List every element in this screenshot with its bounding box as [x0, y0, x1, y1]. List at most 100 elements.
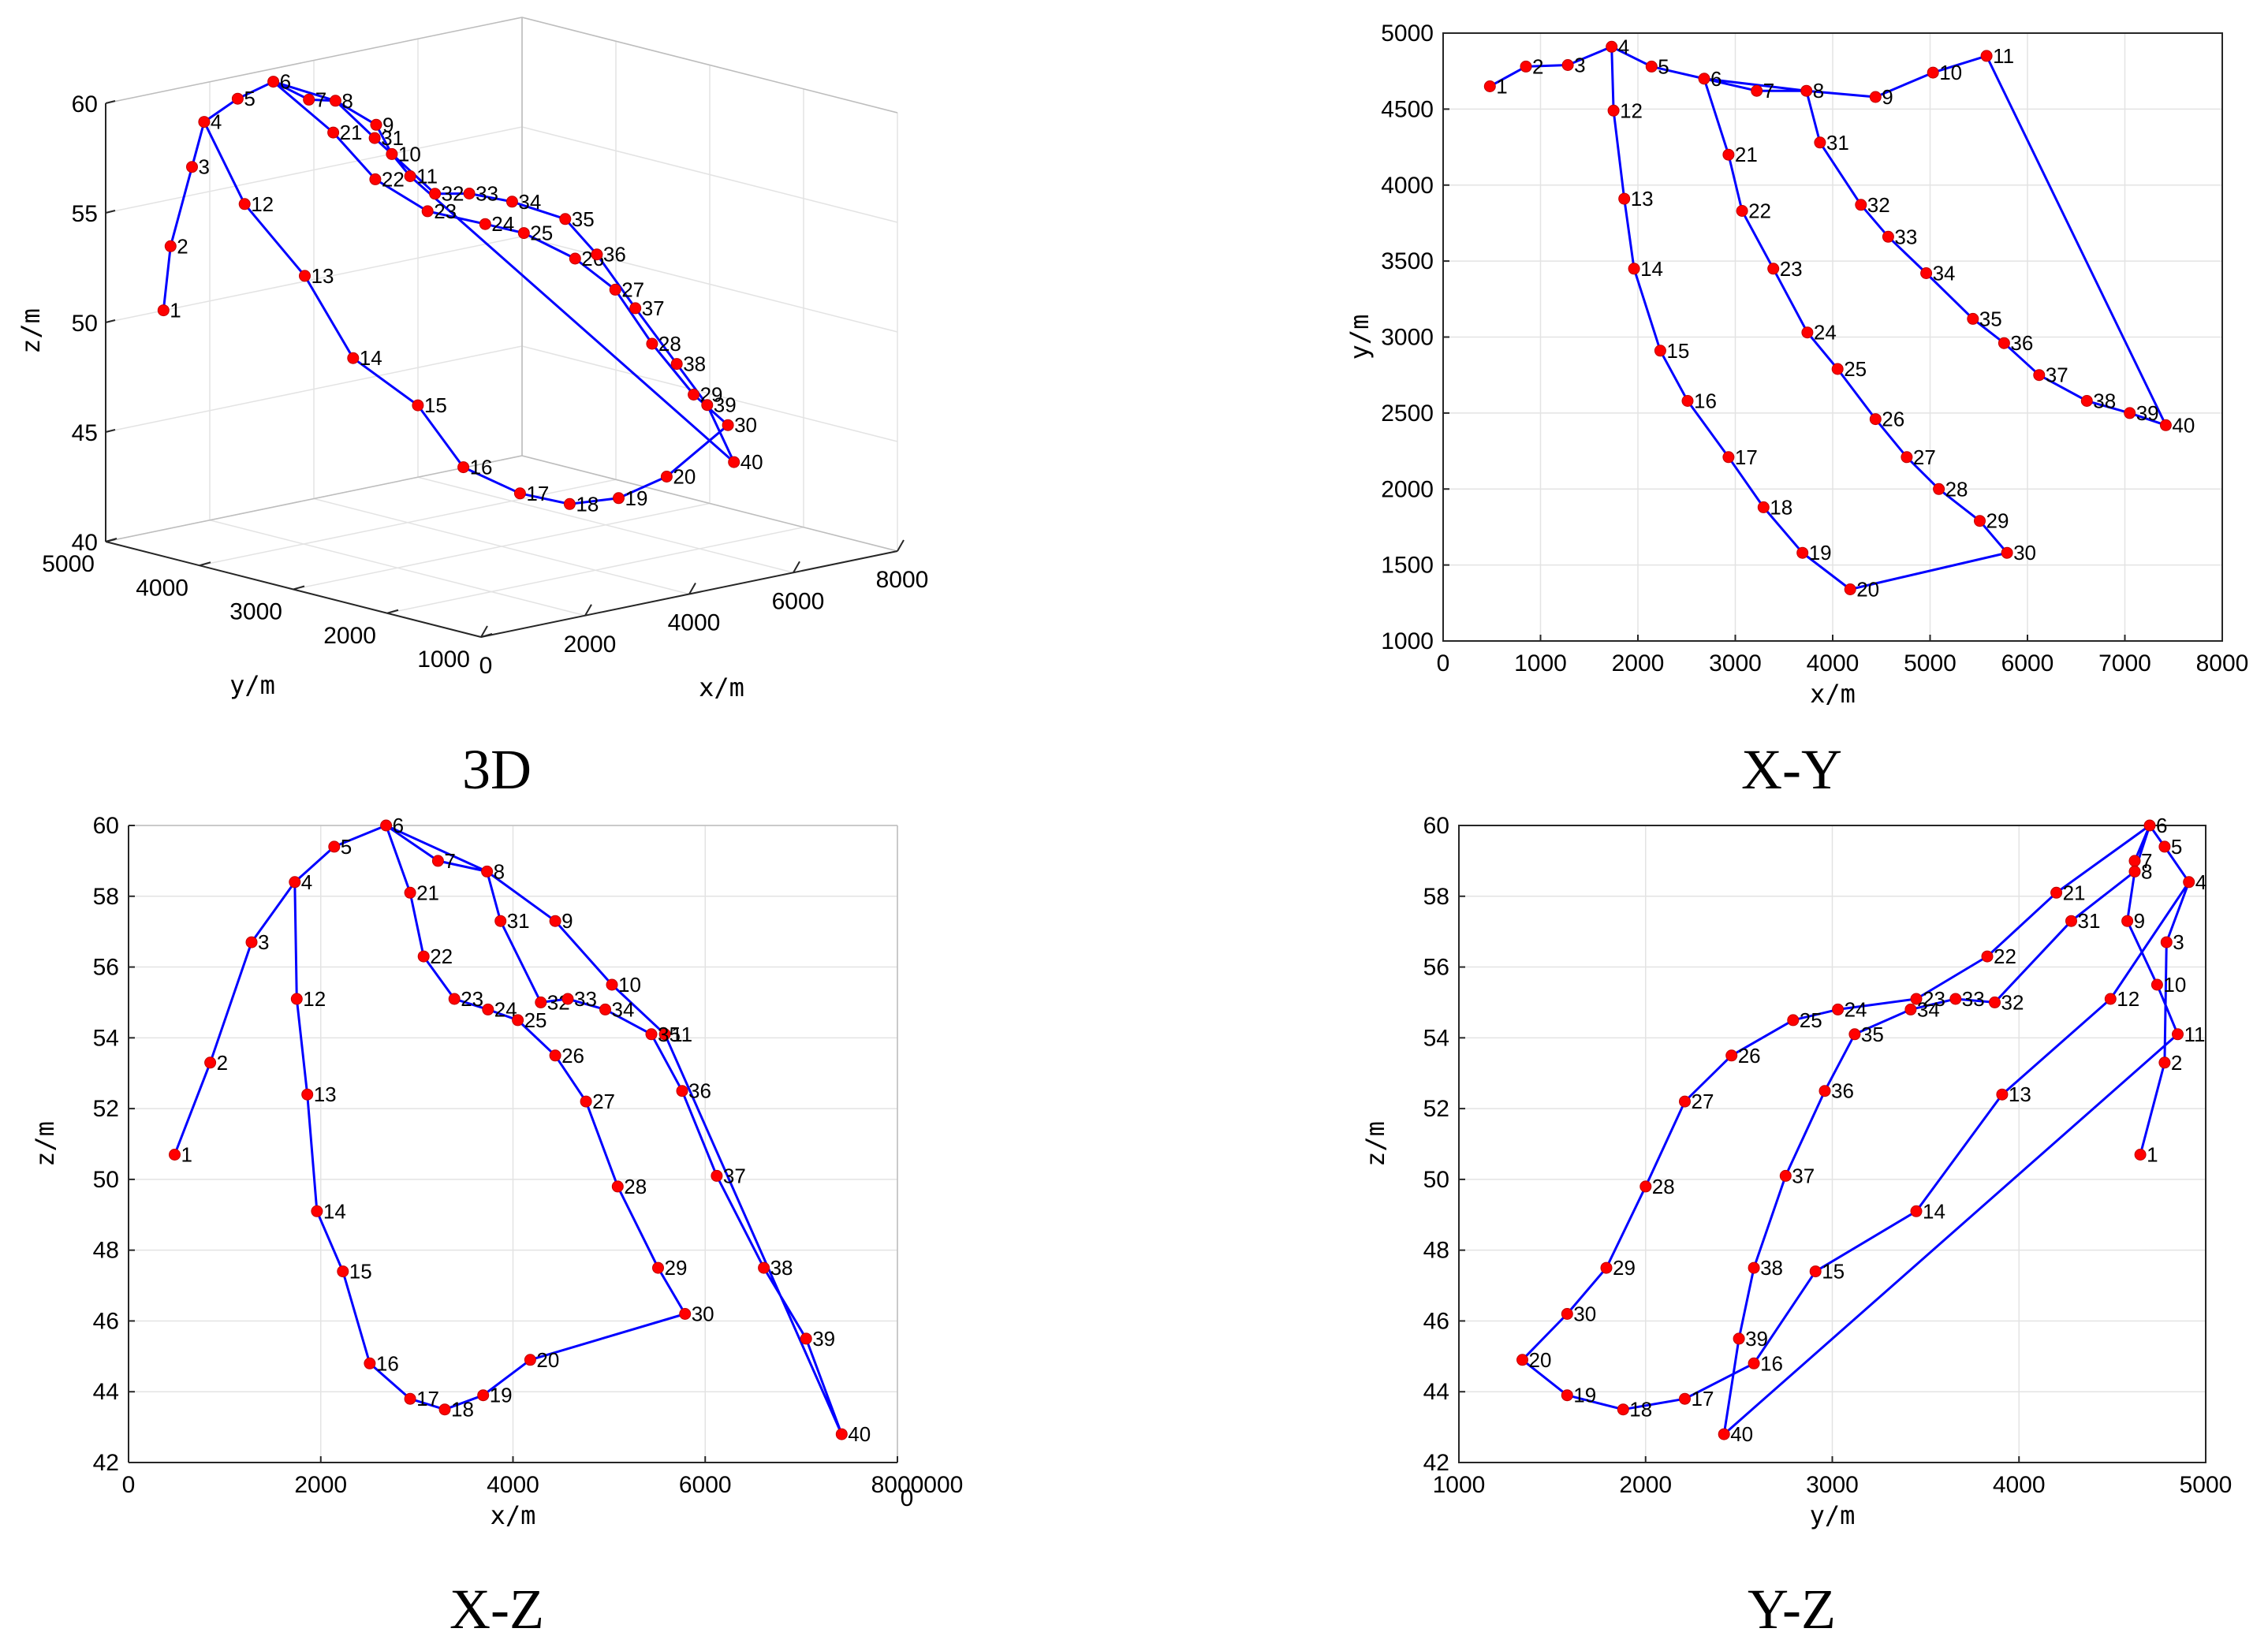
xy-xtick-label: 7000	[2098, 650, 2151, 676]
xz-marker-38	[758, 1261, 770, 1274]
xz-marker-29	[652, 1261, 664, 1274]
xy-point-label-33: 33	[1894, 225, 1917, 248]
3d-marker-13	[299, 270, 311, 282]
3d-marker-10	[386, 147, 398, 160]
3d-marker-12	[238, 198, 251, 211]
panel-caption-xz: X-Z	[449, 1578, 544, 1641]
3d-marker-20	[660, 471, 673, 483]
xy-point-label-17: 17	[1735, 445, 1758, 469]
3d-point-label-6: 6	[280, 70, 291, 94]
panel-3d-plot: 0 2000 4000 6000 8000 5000 4000 3000 2000 1000 40 4…	[16, 17, 928, 702]
3d-point-label-3: 3	[199, 155, 210, 179]
xy-xtick-label: 8000	[2196, 650, 2249, 676]
xz-point-label-16: 16	[376, 1351, 399, 1375]
xy-point-label-1: 1	[1496, 75, 1507, 99]
xz-marker-13	[301, 1088, 314, 1101]
xy-marker-8	[1800, 84, 1813, 97]
yz-point-label-6: 6	[2156, 814, 2167, 837]
yz-marker-22	[1981, 950, 1994, 963]
3d-xtick-mark	[897, 539, 905, 552]
3d-point-label-35: 35	[572, 207, 595, 231]
xz-point-label-15: 15	[349, 1260, 372, 1284]
3d-point-label-34: 34	[518, 190, 541, 214]
xy-marker-23	[1767, 263, 1780, 275]
xz-point-label-9: 9	[561, 909, 573, 933]
3d-marker-4	[198, 116, 211, 129]
xz-marker-39	[800, 1332, 812, 1345]
3d-ytick-label: 5000	[42, 551, 95, 577]
3d-marker-33	[463, 188, 476, 199]
3d-point-label-23: 23	[434, 199, 457, 223]
3d-marker-31	[368, 132, 381, 144]
xy-point-label-2: 2	[1532, 54, 1543, 78]
yz-point-label-19: 19	[1573, 1384, 1596, 1407]
xz-marker-33	[561, 993, 574, 1005]
xz-point-label-29: 29	[665, 1256, 688, 1280]
3d-xtick-label: 8000	[876, 567, 929, 593]
3d-box-top-back	[105, 17, 523, 104]
3d-yaxis-label: y/m	[229, 670, 275, 700]
xy-point-label-6: 6	[1710, 67, 1722, 91]
xy-marker-15	[1654, 345, 1666, 357]
3d-ytick-label: 2000	[323, 623, 376, 649]
3d-point-label-39: 39	[714, 393, 737, 417]
3d-point-label-9: 9	[382, 113, 394, 136]
xy-point-label-5: 5	[1658, 54, 1669, 78]
3d-point-label-11: 11	[416, 165, 438, 188]
3d-ztick-label: 45	[72, 420, 98, 446]
xz-marker-7	[431, 855, 444, 867]
xy-ytick-label: 1500	[1381, 553, 1434, 579]
3d-marker-34	[505, 196, 518, 208]
xz-marker-5	[328, 840, 341, 853]
xz-point-label-40: 40	[848, 1422, 871, 1446]
yz-point-label-3: 3	[2173, 930, 2184, 954]
3d-marker-15	[412, 399, 424, 412]
xz-xtick-label: 0	[122, 1472, 136, 1498]
yz-ytick-label: 54	[1423, 1025, 1449, 1051]
xz-marker-31	[494, 915, 507, 927]
xz-point-label-33: 33	[574, 987, 597, 1011]
xy-point-label-12: 12	[1620, 99, 1643, 122]
xz-marker-4	[289, 876, 301, 889]
xy-ytick-label: 3500	[1381, 248, 1434, 274]
yz-ytick-label: 50	[1423, 1167, 1449, 1193]
yz-point-label-38: 38	[1760, 1256, 1783, 1280]
xz-ytick-label: 58	[93, 884, 119, 910]
yz-marker-2	[2158, 1056, 2171, 1069]
3d-marker-7	[303, 93, 315, 106]
xz-marker-10	[606, 978, 618, 991]
3d-marker-3	[186, 161, 198, 173]
yz-marker-32	[1989, 996, 2001, 1008]
xy-point-label-26: 26	[1882, 408, 1904, 431]
yz-marker-3	[2160, 936, 2173, 948]
3d-marker-25	[517, 227, 530, 240]
yz-point-label-15: 15	[1822, 1260, 1845, 1284]
3d-marker-5	[231, 92, 244, 105]
xy-point-label-21: 21	[1735, 143, 1758, 166]
3d-marker-24	[479, 218, 491, 230]
xz-marker-18	[438, 1403, 451, 1416]
xy-marker-3	[1561, 59, 1574, 71]
xz-point-label-12: 12	[303, 987, 326, 1011]
xz-marker-1	[169, 1149, 181, 1161]
yz-xtick-label: 3000	[1806, 1472, 1859, 1498]
xy-point-label-37: 37	[2046, 363, 2068, 387]
yz-marker-16	[1748, 1357, 1760, 1369]
yz-point-label-36: 36	[1831, 1079, 1854, 1103]
3d-ztick-mark	[105, 429, 116, 433]
3d-marker-2	[164, 240, 177, 252]
xz-marker-23	[448, 993, 461, 1005]
yz-point-label-26: 26	[1738, 1044, 1761, 1068]
yz-xtick-label: 4000	[1993, 1472, 2046, 1498]
xz-marker-20	[524, 1354, 536, 1366]
xz-marker-32	[535, 996, 547, 1008]
xy-marker-1	[1483, 80, 1496, 92]
xy-marker-16	[1681, 395, 1694, 407]
xy-marker-32	[1855, 199, 1867, 211]
3d-marker-19	[613, 492, 625, 505]
xz-marker-9	[549, 915, 561, 927]
yz-marker-29	[1600, 1261, 1613, 1274]
3d-point-label-38: 38	[683, 352, 706, 376]
xy-point-label-20: 20	[1856, 578, 1879, 602]
